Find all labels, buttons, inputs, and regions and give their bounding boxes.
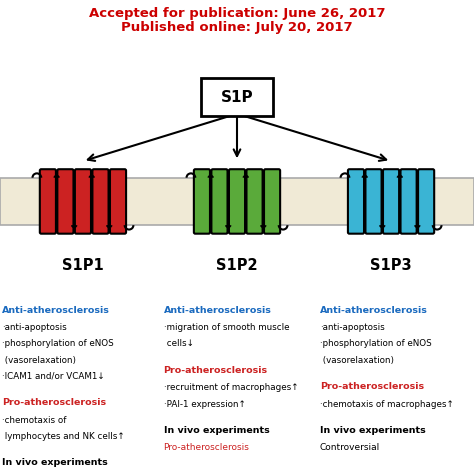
Text: ·ICAM1 and/or VCAM1↓: ·ICAM1 and/or VCAM1↓ xyxy=(2,372,105,381)
Text: Pro-atherosclerosis: Pro-atherosclerosis xyxy=(164,443,249,452)
FancyBboxPatch shape xyxy=(383,169,399,234)
FancyBboxPatch shape xyxy=(194,169,210,234)
Text: Controversial: Controversial xyxy=(320,443,380,452)
FancyBboxPatch shape xyxy=(201,78,273,116)
Text: Anti-atherosclerosis: Anti-atherosclerosis xyxy=(164,306,272,315)
Text: S1P: S1P xyxy=(221,90,253,105)
Bar xyxy=(0,178,474,225)
Text: lymphocytes and NK cells↑: lymphocytes and NK cells↑ xyxy=(2,432,125,441)
Text: Anti-atherosclerosis: Anti-atherosclerosis xyxy=(2,306,110,315)
Text: ·phosphorylation of eNOS: ·phosphorylation of eNOS xyxy=(2,339,114,348)
Text: ·migration of smooth muscle: ·migration of smooth muscle xyxy=(164,323,289,332)
Text: Accepted for publication: June 26, 2017: Accepted for publication: June 26, 2017 xyxy=(89,7,385,20)
FancyBboxPatch shape xyxy=(246,169,263,234)
Text: ·anti-apoptosis: ·anti-apoptosis xyxy=(320,323,385,332)
Text: In vivo experiments: In vivo experiments xyxy=(164,426,269,435)
Text: ·recruitment of macrophages↑: ·recruitment of macrophages↑ xyxy=(164,383,298,392)
Text: In vivo experiments: In vivo experiments xyxy=(320,426,426,435)
Text: In vivo experiments: In vivo experiments xyxy=(2,458,108,467)
Text: ·chemotaxis of: ·chemotaxis of xyxy=(2,416,67,425)
Text: ·phosphorylation of eNOS: ·phosphorylation of eNOS xyxy=(320,339,432,348)
Text: ·anti-apoptosis: ·anti-apoptosis xyxy=(2,323,67,332)
Text: Anti-atherosclerosis: Anti-atherosclerosis xyxy=(320,306,428,315)
FancyBboxPatch shape xyxy=(348,169,364,234)
Text: Pro-atherosclerosis: Pro-atherosclerosis xyxy=(164,366,268,375)
Text: (vasorelaxation): (vasorelaxation) xyxy=(2,356,76,365)
Text: cells↓: cells↓ xyxy=(164,339,193,348)
Text: Pro-atherosclerosis: Pro-atherosclerosis xyxy=(2,398,107,407)
FancyBboxPatch shape xyxy=(110,169,126,234)
FancyBboxPatch shape xyxy=(40,169,56,234)
FancyBboxPatch shape xyxy=(229,169,245,234)
Text: S1P1: S1P1 xyxy=(62,258,104,273)
FancyBboxPatch shape xyxy=(57,169,73,234)
Text: (vasorelaxation): (vasorelaxation) xyxy=(320,356,394,365)
Text: ·PAI-1 expression↑: ·PAI-1 expression↑ xyxy=(164,400,246,409)
FancyBboxPatch shape xyxy=(418,169,434,234)
FancyBboxPatch shape xyxy=(401,169,417,234)
Text: S1P2: S1P2 xyxy=(216,258,258,273)
Text: S1P3: S1P3 xyxy=(370,258,412,273)
FancyBboxPatch shape xyxy=(75,169,91,234)
FancyBboxPatch shape xyxy=(264,169,280,234)
Text: Pro-atherosclerosis: Pro-atherosclerosis xyxy=(320,382,424,391)
FancyBboxPatch shape xyxy=(211,169,228,234)
Text: ·chemotaxis of macrophages↑: ·chemotaxis of macrophages↑ xyxy=(320,400,454,409)
FancyBboxPatch shape xyxy=(92,169,109,234)
FancyBboxPatch shape xyxy=(365,169,382,234)
Text: Published online: July 20, 2017: Published online: July 20, 2017 xyxy=(121,21,353,34)
